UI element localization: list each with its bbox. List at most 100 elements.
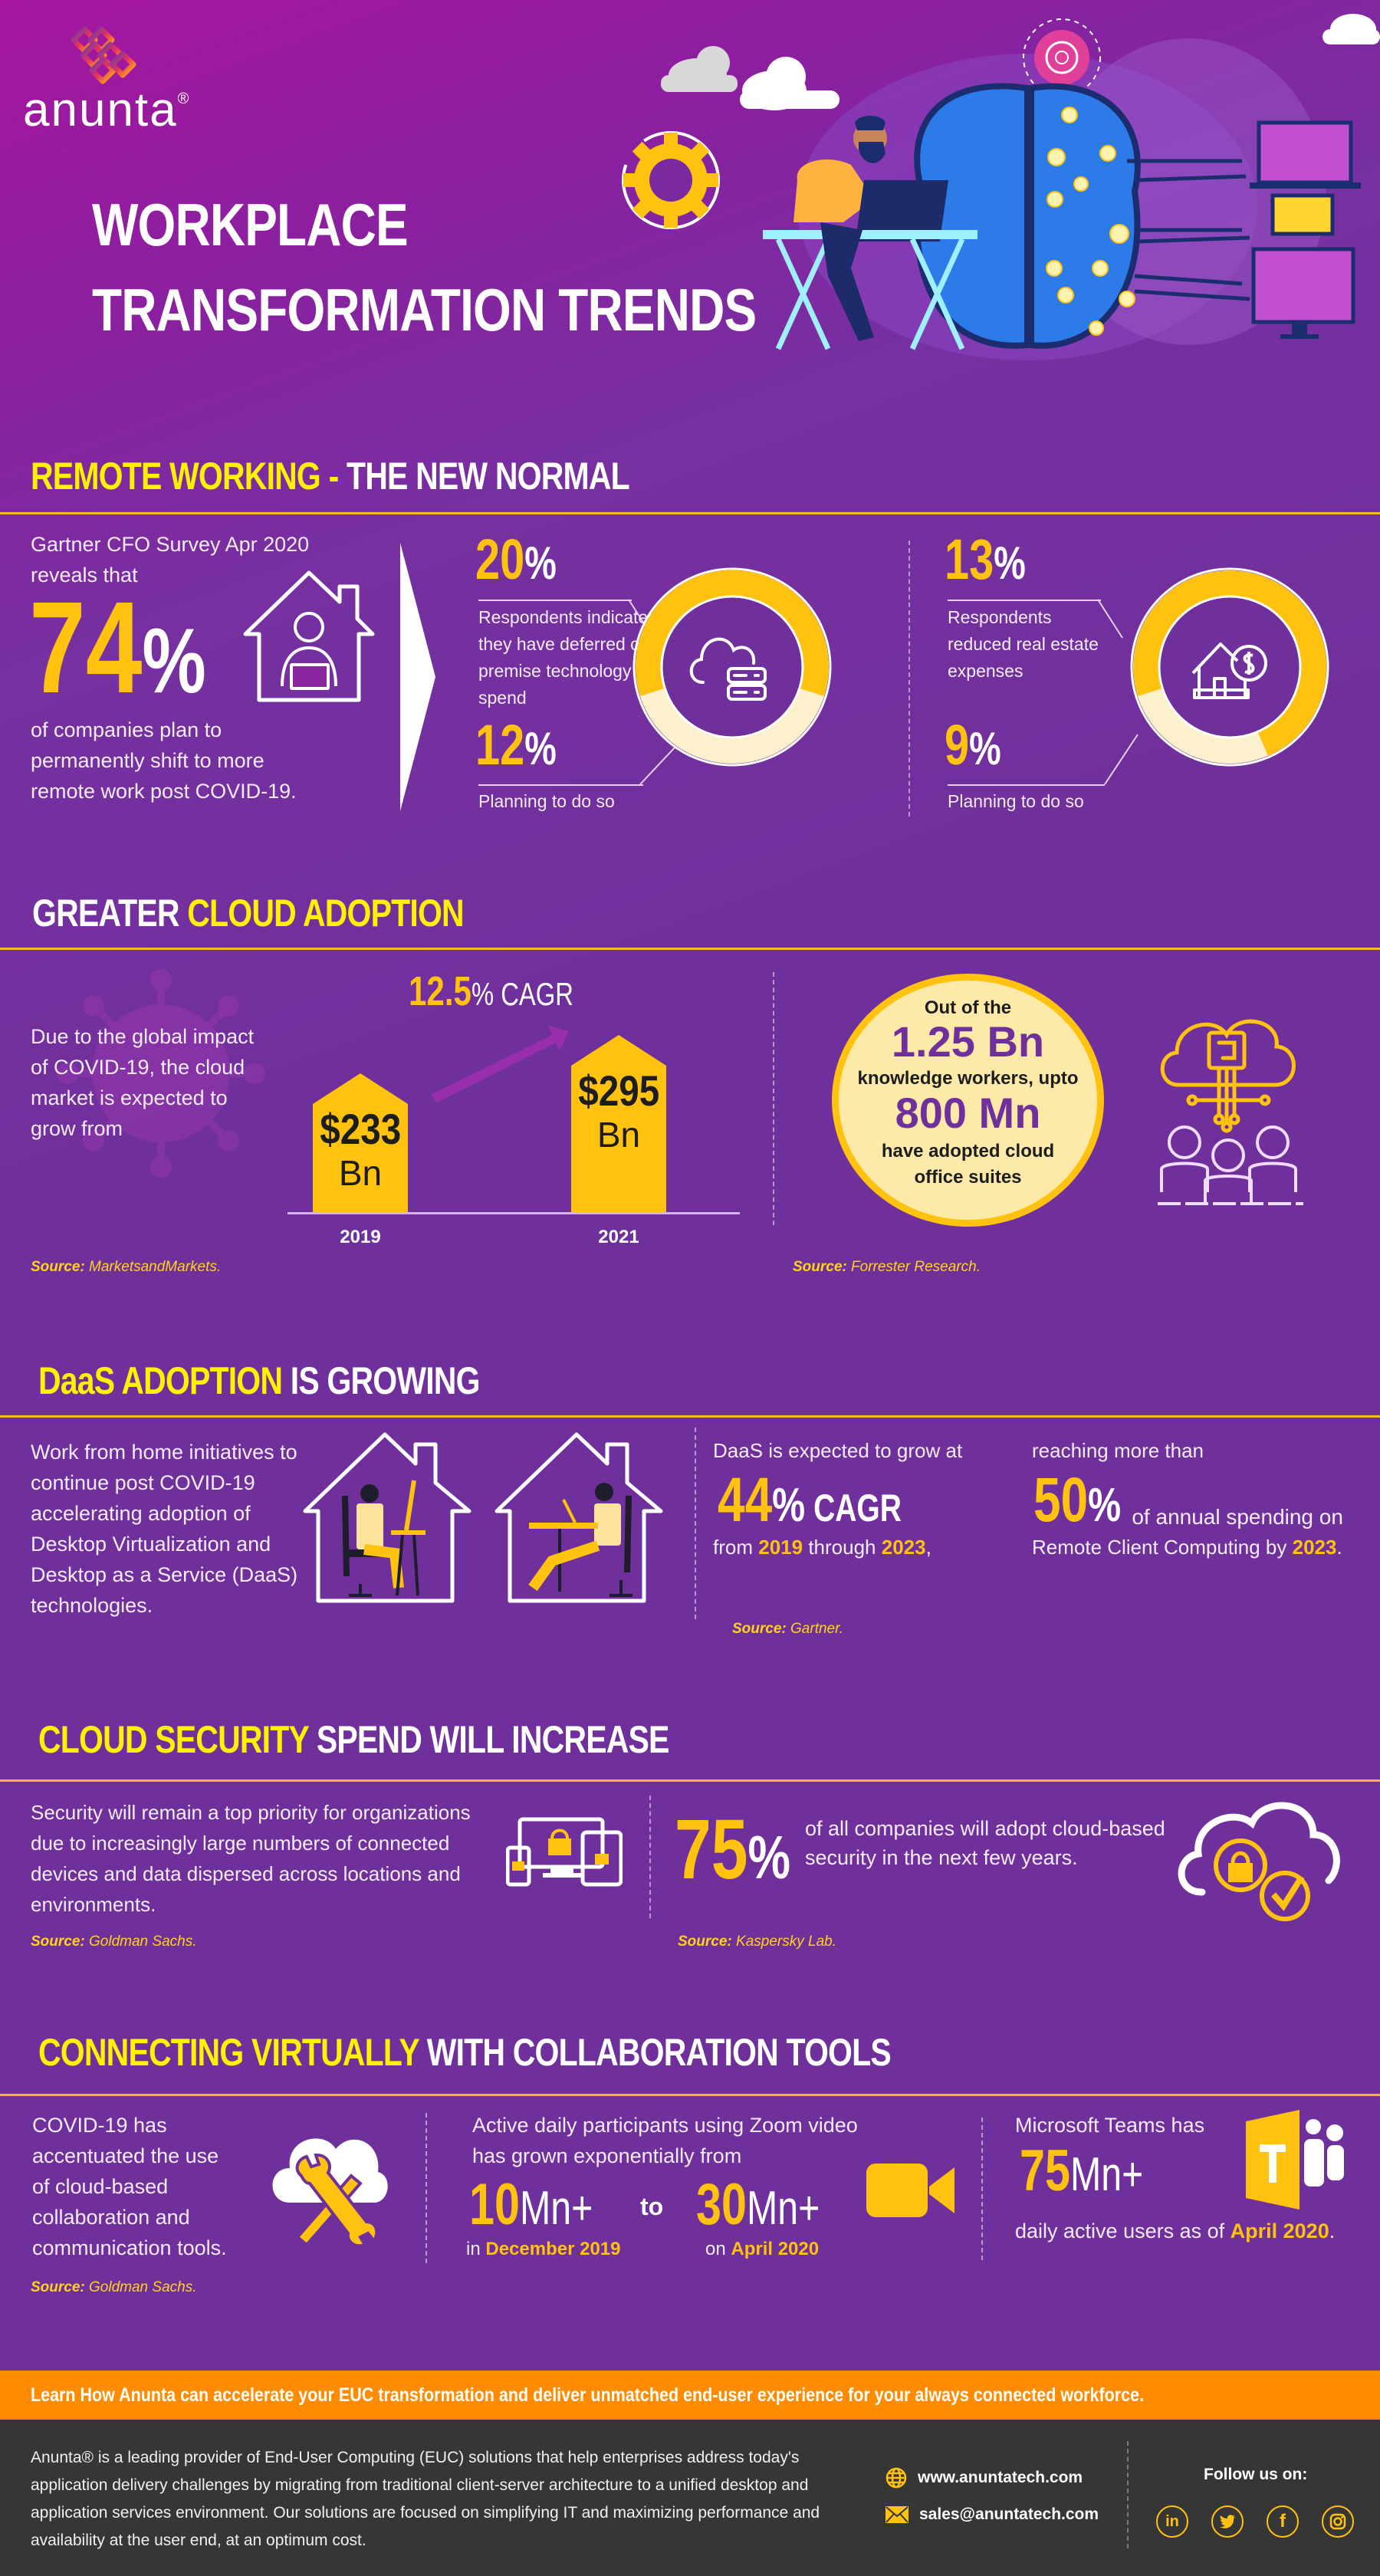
growth-arrow-icon xyxy=(431,1026,569,1102)
home-desktop-worker-icon xyxy=(299,1431,475,1607)
big-stat-percent: % xyxy=(142,610,206,712)
zoom-from-stat: 10Mn+ xyxy=(469,2172,593,2237)
stat-top-number: 13 xyxy=(945,527,994,591)
cta-banner-text[interactable]: Learn How Anunta can accelerate your EUC… xyxy=(31,2384,1145,2406)
security-stat-text: of all companies will adopt cloud-based … xyxy=(805,1817,1165,1869)
bar-unit: Bn xyxy=(596,1115,641,1155)
instagram-icon[interactable] xyxy=(1322,2505,1354,2538)
big-stat-number: 74 xyxy=(29,575,143,721)
heading-rest: WITH COLLABORATION TOOLS xyxy=(426,2031,892,2074)
twitter-icon[interactable] xyxy=(1211,2505,1244,2538)
monitor-device-icon xyxy=(1251,247,1355,339)
circle-number-2: 800 Mn xyxy=(895,1089,1041,1137)
zoom-from-date: in December 2019 xyxy=(466,2239,621,2259)
globe-icon xyxy=(886,2467,907,2489)
website-text[interactable]: www.anuntatech.com xyxy=(918,2469,1083,2486)
section-divider xyxy=(0,948,1380,950)
stat-group-1: 20% Respondents indicated they have defe… xyxy=(475,529,905,820)
security-source: Source: Goldman Sachs. xyxy=(31,1934,197,1950)
linkedin-icon[interactable]: in xyxy=(1156,2505,1188,2538)
footer-about-text: Anunta® is a leading provider of End-Use… xyxy=(31,2449,820,2549)
cta-banner[interactable]: Learn How Anunta can accelerate your EUC… xyxy=(0,2371,1380,2420)
devices-lock-icon xyxy=(506,1817,623,1888)
home-laptop-worker-icon xyxy=(491,1431,667,1607)
bar-value: $295 xyxy=(578,1066,660,1115)
email-text[interactable]: sales@anuntatech.com xyxy=(919,2505,1099,2523)
website-link[interactable]: www.anuntatech.com xyxy=(886,2467,1083,2489)
gear-icon xyxy=(622,131,720,229)
social-links: in f xyxy=(1156,2505,1354,2538)
daas-spending-target: Remote Client Computing by 2023. xyxy=(1032,1536,1342,1559)
section-heading-cloud: GREATER CLOUD ADOPTION xyxy=(32,891,465,935)
heading-rest: IS GROWING xyxy=(290,1359,481,1402)
column-divider xyxy=(695,1428,696,1619)
zoom-to-stat: 30Mn+ xyxy=(696,2172,820,2237)
microsoft-teams-icon xyxy=(1246,2110,1346,2210)
column-divider xyxy=(649,1796,651,1918)
circle-line-3: have adopted cloud office suites xyxy=(881,1141,1055,1188)
stat-top-percent: % xyxy=(524,537,557,589)
stat-bottom-number: 12 xyxy=(475,713,525,777)
stat-bottom-percent: % xyxy=(969,723,1001,774)
section-divider xyxy=(0,512,1380,514)
collab-source: Source: Goldman Sachs. xyxy=(31,2279,197,2295)
bar-year-label: 2021 xyxy=(598,1227,639,1247)
email-link[interactable]: sales@anuntatech.com xyxy=(886,2505,1099,2524)
column-divider xyxy=(426,2113,427,2263)
stat-top-percent: % xyxy=(994,537,1026,589)
stat-bottom-number: 9 xyxy=(945,713,970,777)
column-divider xyxy=(773,972,774,1225)
title-line-2: TRANSFORMATION TRENDS xyxy=(92,276,757,343)
stat-top-number: 20 xyxy=(475,527,525,591)
zoom-to-date: on April 2020 xyxy=(705,2239,820,2259)
heading-highlight: REMOTE WORKING - xyxy=(31,455,339,498)
teams-stat: 75Mn+ xyxy=(1020,2138,1144,2203)
cloud-server-icon xyxy=(689,637,767,701)
phone-device-icon xyxy=(1270,193,1335,236)
circle-line-2: knowledge workers, upto xyxy=(857,1068,1079,1089)
daas-spending-stat: 50% of annual spending on xyxy=(1033,1465,1343,1535)
column-divider xyxy=(981,2118,983,2260)
section-heading-collab: CONNECTING VIRTUALLY WITH COLLABORATION … xyxy=(38,2030,892,2075)
hero-illustration xyxy=(598,0,1380,368)
collab-text: COVID-19 has accentuated the use of clou… xyxy=(32,2114,227,2259)
house-dollar-icon xyxy=(1191,642,1267,699)
daas-source: Source: Gartner. xyxy=(732,1621,844,1637)
stat-top-label: Respondents reduced real estate expenses xyxy=(948,607,1099,681)
cloud-source: Source: MarketsandMarkets. xyxy=(31,1259,222,1275)
cagr-suffix: % CAGR xyxy=(471,976,573,1012)
column-divider xyxy=(909,540,910,816)
follow-us-label: Follow us on: xyxy=(1204,2466,1308,2483)
security-text: Security will remain a top priority for … xyxy=(31,1801,471,1916)
daas-intro-text: Work from home initiatives to continue p… xyxy=(31,1441,298,1617)
remote-big-stat: 74% xyxy=(29,583,256,726)
brand-name: anunta xyxy=(23,84,178,136)
chevron-divider-icon xyxy=(399,543,437,811)
cagr-number: 12.5 xyxy=(409,968,472,1014)
footer-divider xyxy=(1127,2441,1129,2548)
bar-2019 xyxy=(313,1073,408,1213)
section-heading-security: CLOUD SECURITY SPEND WILL INCREASE xyxy=(38,1717,669,1762)
gear-icon xyxy=(1023,18,1101,97)
stat-group-2: 13% Respondents reduced real estate expe… xyxy=(945,529,1380,820)
daas-growth-intro: DaaS is expected to grow at xyxy=(713,1439,963,1462)
heading-rest: GREATER xyxy=(32,892,179,935)
section-divider xyxy=(0,1415,1380,1418)
daas-cagr-stat: 44% CAGR xyxy=(718,1465,902,1535)
heading-rest: SPEND WILL INCREASE xyxy=(316,1718,670,1761)
security-stat: 75% xyxy=(675,1802,790,1897)
home-worker-icon xyxy=(236,564,382,709)
cagr-label: 12.5% CAGR xyxy=(409,968,619,1015)
remote-outro-text: of companies plan to permanently shift t… xyxy=(31,718,297,803)
cloud-intro-text: Due to the global impact of COVID-19, th… xyxy=(31,1025,255,1140)
facebook-icon[interactable]: f xyxy=(1267,2505,1299,2538)
section-heading-remote: REMOTE WORKING - THE NEW NORMAL xyxy=(31,454,630,498)
stat-bottom-percent: % xyxy=(524,723,557,774)
cloud-tools-icon xyxy=(267,2122,389,2252)
section-divider xyxy=(0,1779,1380,1782)
daas-spending-intro: reaching more than xyxy=(1032,1439,1204,1462)
bar-2021 xyxy=(571,1035,666,1213)
zoom-to-label: to xyxy=(640,2193,664,2220)
anunta-knot-logo-icon xyxy=(71,26,136,84)
page-title: WORKPLACE TRANSFORMATION TRENDS xyxy=(92,190,902,345)
